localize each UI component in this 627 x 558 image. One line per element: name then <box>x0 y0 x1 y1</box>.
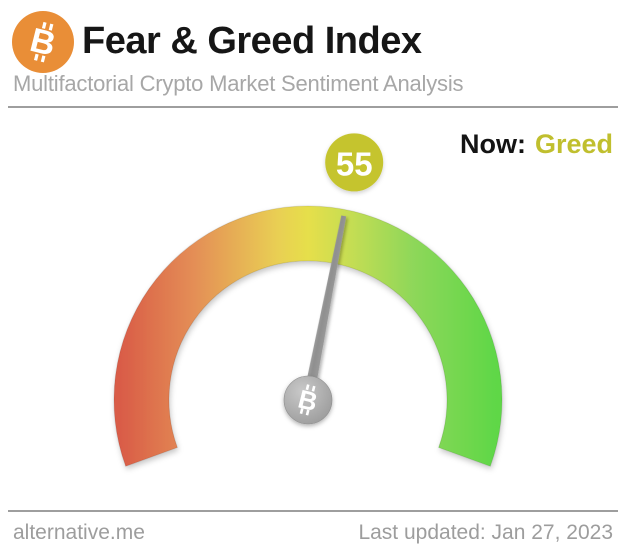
current-status: Now: Greed <box>460 129 613 160</box>
gauge-needle <box>302 215 347 403</box>
footer-site-name: alternative.me <box>13 521 145 544</box>
now-value: Greed <box>534 129 613 159</box>
page-title: Fear & Greed Index <box>82 20 422 62</box>
gauge-hub-coin: B <box>283 375 333 425</box>
bitcoin-logo-circle <box>12 11 74 73</box>
header-divider <box>8 106 618 108</box>
footer-last-updated: Last updated: Jan 27, 2023 <box>358 521 613 544</box>
gauge-value-badge-circle <box>325 133 384 192</box>
bitcoin-logo-icon: B <box>12 11 74 73</box>
gauge-needle-group <box>302 215 347 403</box>
gauge-arc-band <box>113 205 503 467</box>
gauge-value-badge: 55 <box>325 133 384 192</box>
now-label: Now: <box>459 129 526 159</box>
page-subtitle: Multifactorial Crypto Market Sentiment A… <box>13 71 464 96</box>
gauge-value: 55 <box>336 145 373 182</box>
footer-divider <box>8 510 618 512</box>
